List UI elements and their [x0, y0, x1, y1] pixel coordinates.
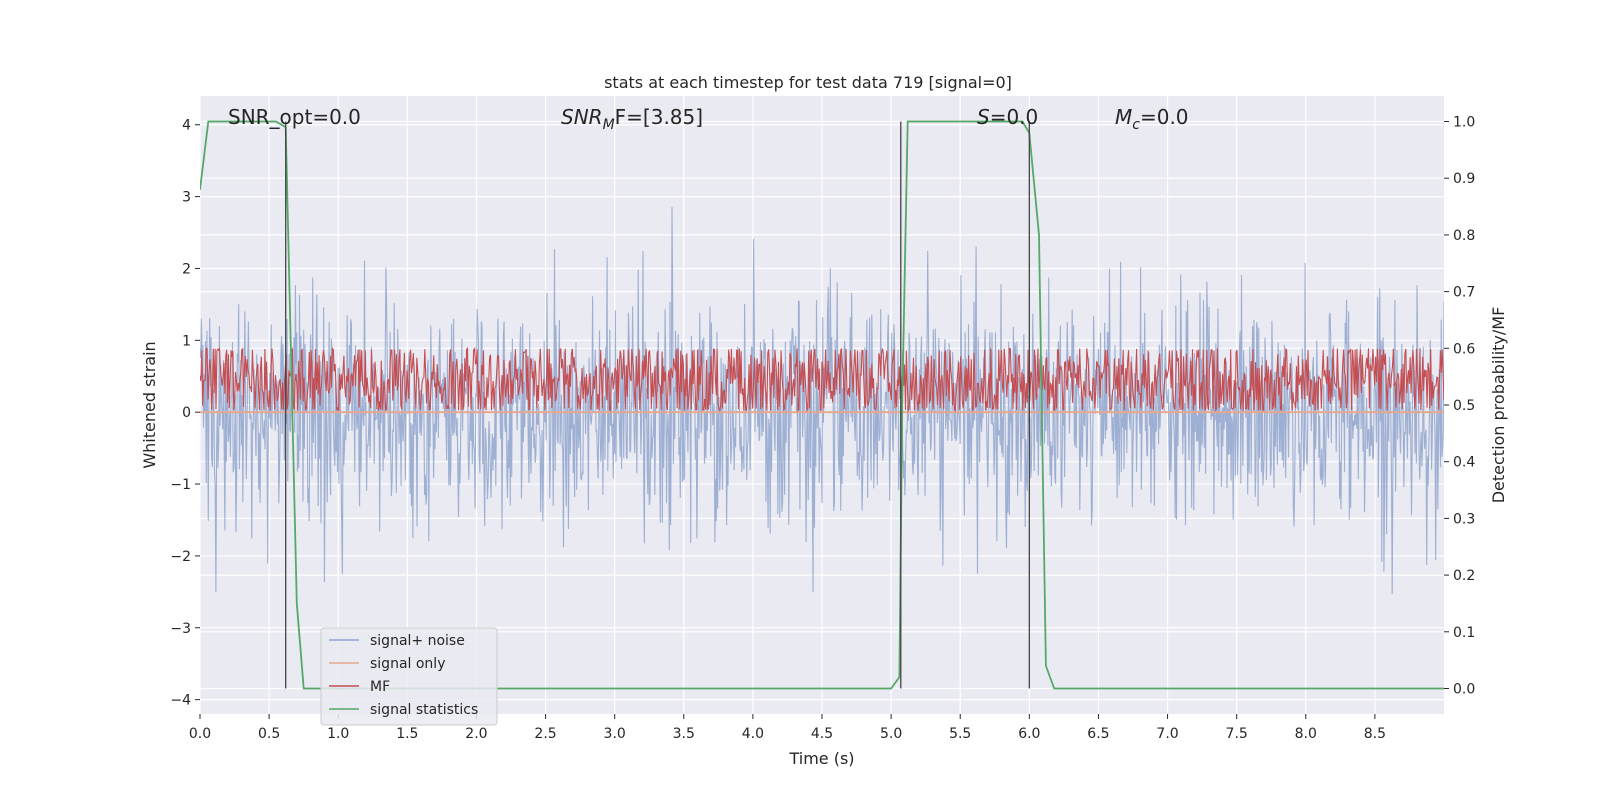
vertical-markers — [285, 121, 1030, 689]
annotation-mc: Mc=0.0 — [1115, 105, 1189, 133]
x-tick-label: 2.0 — [465, 726, 487, 742]
legend-label-mf: MF — [370, 679, 390, 695]
y-left-tick-label: 0 — [182, 405, 191, 421]
y-axis-label-right: Detection probability/MF — [1489, 307, 1508, 504]
chart-title: stats at each timestep for test data 719… — [604, 73, 1012, 92]
x-axis-label: Time (s) — [788, 749, 854, 768]
x-tick-label: 0.0 — [189, 726, 211, 742]
legend-label-signal-statistics: signal statistics — [370, 702, 478, 718]
annotation-snr-mf-tail: F=[3.85] — [615, 105, 703, 129]
y-left-tick-label: 3 — [182, 190, 191, 206]
y-right-tick-label: 0.7 — [1453, 285, 1475, 301]
annotation-s: S=0.0 — [977, 105, 1038, 129]
x-tick-label: 1.0 — [327, 726, 349, 742]
annotation-mc-tail: =0.0 — [1140, 105, 1189, 129]
legend: signal+ noise signal only MF signal stat… — [320, 627, 498, 726]
x-tick-label: 7.5 — [1226, 726, 1248, 742]
legend-label-signal-noise: signal+ noise — [370, 633, 465, 649]
y-right-tick-label: 0.2 — [1453, 568, 1475, 584]
legend-box — [320, 627, 498, 726]
annotation-s-main: S — [977, 105, 990, 129]
x-tick-label: 3.5 — [673, 726, 695, 742]
x-tick-label: 8.5 — [1364, 726, 1386, 742]
annotation-s-tail: =0.0 — [990, 105, 1039, 129]
y-right-tick-label: 0.8 — [1453, 228, 1475, 244]
x-tick-label: 1.5 — [396, 726, 418, 742]
y-left-tick-label: −2 — [170, 549, 191, 565]
x-tick-label: 3.0 — [604, 726, 626, 742]
legend-label-signal-only: signal only — [370, 656, 445, 672]
x-tick-label: 8.0 — [1295, 726, 1317, 742]
series-line-signal-statistics — [200, 120, 1444, 690]
y-right-tick-label: 0.3 — [1453, 511, 1475, 527]
y-left-tick-label: 2 — [182, 261, 191, 277]
series-layer — [200, 120, 1444, 690]
y-left-tick-label: 1 — [182, 333, 191, 349]
y-right-tick-label: 0.0 — [1453, 681, 1475, 697]
y-left-tick-label: 4 — [182, 118, 191, 134]
annotation-snr-mf: SNRMF=[3.85] — [561, 105, 703, 133]
x-tick-label: 6.5 — [1087, 726, 1109, 742]
y-axis-label-left: Whitened strain — [140, 341, 159, 468]
x-tick-label: 6.0 — [1018, 726, 1040, 742]
y-left-tick-label: −3 — [170, 621, 191, 637]
axis-ticks: 0.0 0.5 1.0 1.5 2.0 2.5 3.0 3.5 4.0 4.5 5.0 5.5 6.0 6… — [170, 115, 1475, 742]
x-tick-label: 0.5 — [258, 726, 280, 742]
series-line-mf — [200, 346, 1444, 413]
x-tick-label: 4.5 — [811, 726, 833, 742]
y-right-tick-label: 0.6 — [1453, 341, 1475, 357]
x-tick-label: 5.5 — [949, 726, 971, 742]
annotation-snr-opt: SNR_opt=0.0 — [228, 105, 361, 129]
annotation-mc-sub: c — [1132, 117, 1140, 133]
annotation-snr-mf-main: SNR — [561, 105, 603, 129]
y-left-tick-label: −4 — [170, 693, 191, 709]
y-right-tick-label: 0.1 — [1453, 625, 1475, 641]
x-tick-label: 2.5 — [534, 726, 556, 742]
x-tick-label: 4.0 — [742, 726, 764, 742]
y-right-tick-label: 0.5 — [1453, 398, 1475, 414]
y-right-tick-label: 0.4 — [1453, 455, 1475, 471]
x-tick-label: 5.0 — [880, 726, 902, 742]
series-line-signal-noise — [200, 206, 1444, 595]
x-tick-label: 7.0 — [1156, 726, 1178, 742]
annotation-snr-mf-sub: M — [603, 117, 615, 133]
y-right-tick-label: 1.0 — [1453, 115, 1475, 131]
y-left-tick-label: −1 — [170, 477, 191, 493]
y-right-tick-label: 0.9 — [1453, 171, 1475, 187]
annotation-mc-main: M — [1115, 105, 1132, 129]
